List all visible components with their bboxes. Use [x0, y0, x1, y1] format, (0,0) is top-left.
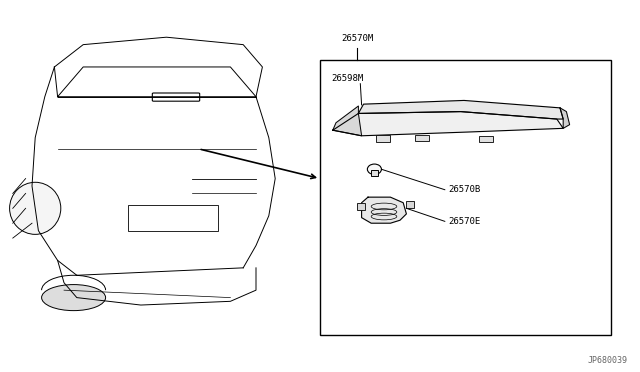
Bar — [357, 203, 365, 210]
Text: 26570M: 26570M — [341, 34, 373, 43]
Text: 26570E: 26570E — [448, 217, 480, 226]
Bar — [415, 135, 429, 141]
Ellipse shape — [42, 285, 106, 311]
Bar — [128, 205, 218, 231]
Bar — [376, 135, 390, 142]
Polygon shape — [362, 197, 406, 223]
Polygon shape — [333, 112, 563, 136]
Polygon shape — [358, 100, 563, 119]
Text: 26598M: 26598M — [332, 74, 364, 83]
Bar — [371, 170, 378, 176]
Text: JP680039: JP680039 — [588, 356, 627, 365]
Bar — [406, 201, 414, 208]
Polygon shape — [333, 106, 362, 136]
Text: 26570B: 26570B — [448, 185, 480, 194]
Polygon shape — [560, 108, 570, 128]
Ellipse shape — [10, 182, 61, 234]
Bar — [320, 60, 611, 335]
Ellipse shape — [367, 164, 381, 174]
Bar — [479, 136, 493, 142]
